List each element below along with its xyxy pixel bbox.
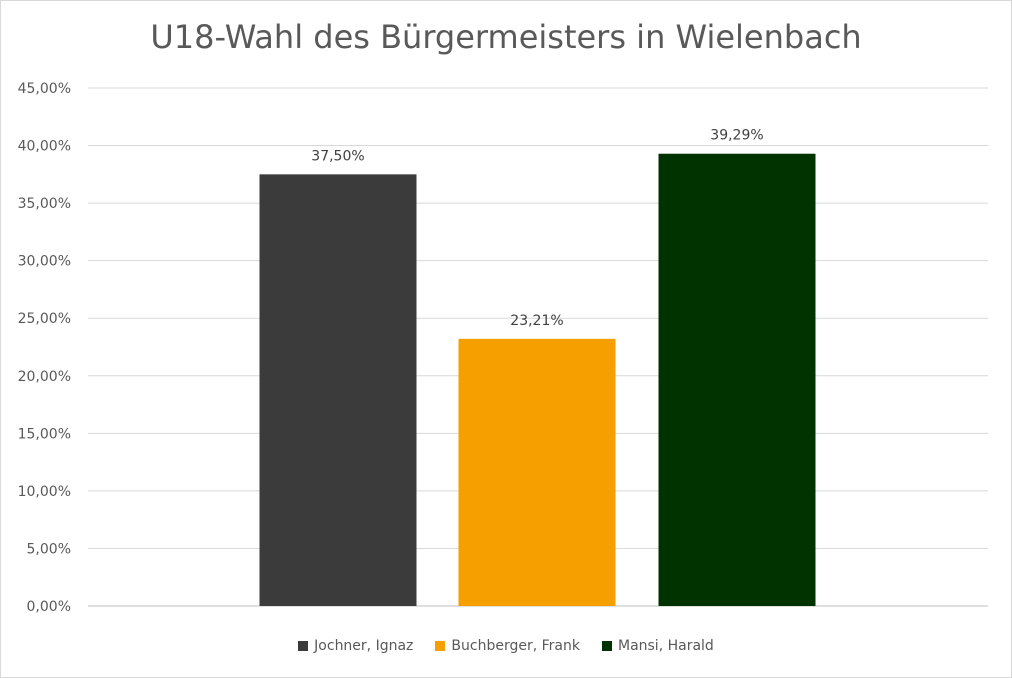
y-tick-label: 40,00% [18,139,71,155]
legend-swatch-mansi [601,641,612,651]
legend-item-buchberger: Buchberger, Frank [435,638,580,654]
y-tick-label: 0,00% [27,599,71,615]
bars [259,153,816,607]
data-labels: 37,50% 23,21% 39,29% [311,128,763,329]
bar-1 [458,338,616,606]
y-tick-label: 30,00% [18,254,71,270]
bar-0 [259,174,417,607]
legend-label-buchberger: Buchberger, Frank [451,638,580,654]
legend-swatch-jochner [298,641,309,651]
y-tick-label: 35,00% [18,196,71,212]
chart-title: U18-Wahl des Bürgermeisters in Wielenbac… [150,18,862,56]
data-label-2: 39,29% [710,128,763,144]
data-label-0: 37,50% [311,148,364,164]
legend-label-jochner: Jochner, Ignaz [314,638,414,654]
y-tick-label: 45,00% [18,81,71,97]
legend-item-jochner: Jochner, Ignaz [298,638,413,654]
legend-label-mansi: Mansi, Harald [617,638,714,654]
legend-swatch-buchberger [435,641,446,651]
y-tick-label: 15,00% [18,426,71,442]
bar-2 [658,153,816,606]
y-tick-label: 20,00% [18,369,71,385]
y-axis-tick-labels: 0,00% 5,00% 10,00% 15,00% 20,00% 25,00% 30,00%… [18,81,71,615]
legend: Jochner, Ignaz Buchberger, Frank Mansi, … [0,638,1012,654]
y-tick-label: 25,00% [18,311,71,327]
legend-item-mansi: Mansi, Harald [601,638,714,654]
y-tick-label: 5,00% [27,541,71,557]
data-label-1: 23,21% [510,313,563,329]
y-tick-label: 10,00% [18,484,71,500]
